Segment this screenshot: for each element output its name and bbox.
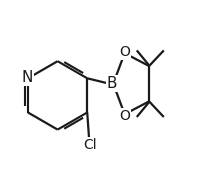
- Text: N: N: [21, 70, 33, 85]
- Text: O: O: [120, 109, 130, 123]
- Text: O: O: [120, 45, 130, 59]
- Text: B: B: [106, 76, 117, 91]
- Text: Cl: Cl: [84, 138, 97, 152]
